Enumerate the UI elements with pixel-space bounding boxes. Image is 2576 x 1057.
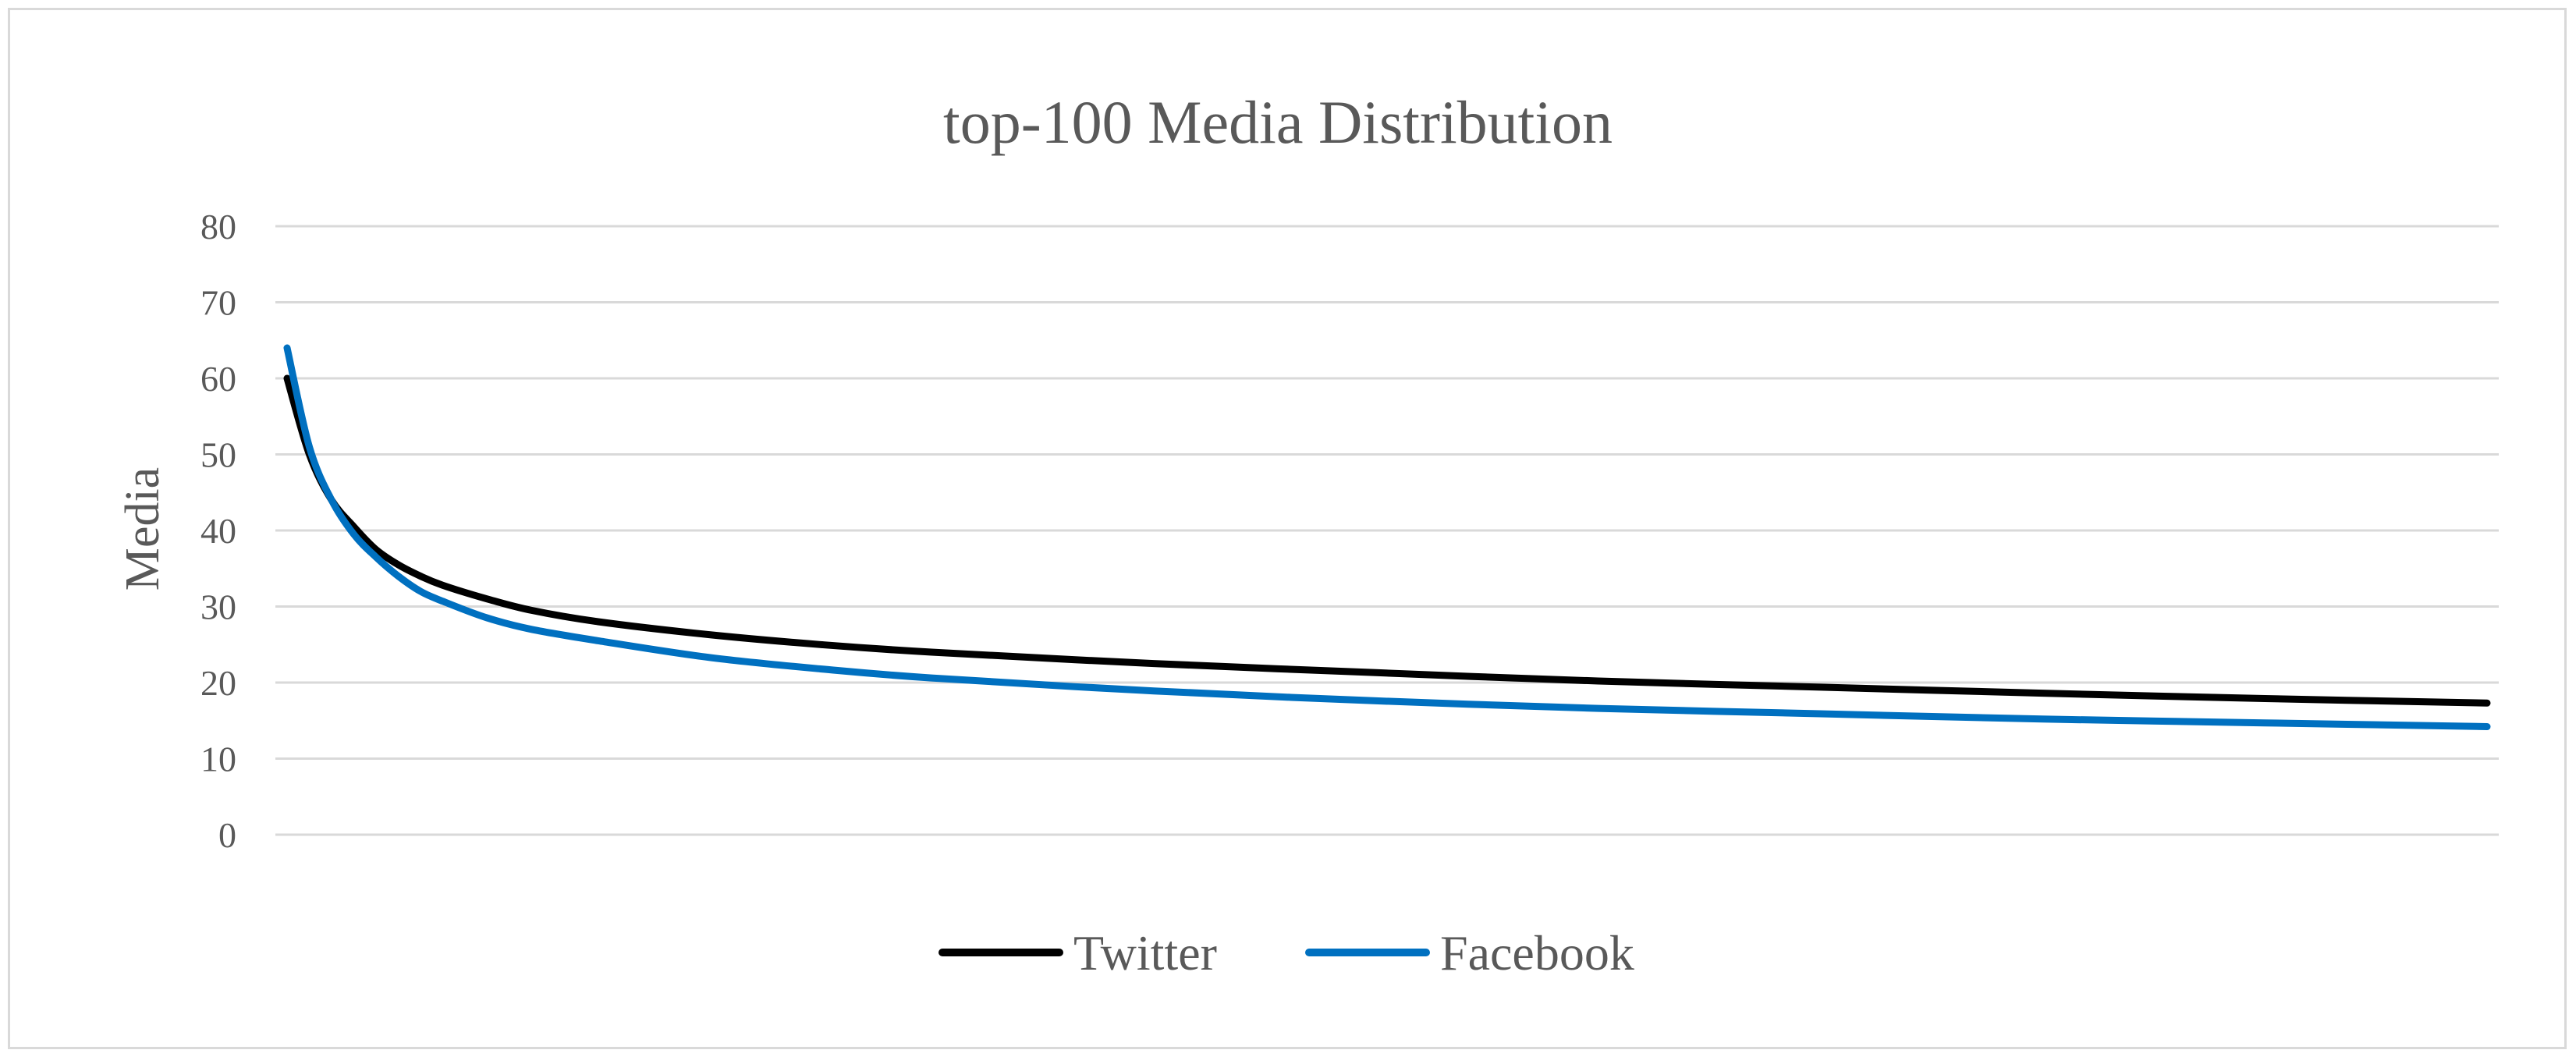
legend-label-twitter: Twitter xyxy=(1073,925,1217,981)
y-tick-label: 50 xyxy=(200,435,236,475)
y-axis-ticks: 0 10 20 30 40 50 60 70 80 xyxy=(200,207,236,855)
y-tick-label: 30 xyxy=(200,587,236,627)
y-tick-label: 0 xyxy=(218,815,236,855)
line-chart: top-100 Media Distribution 0 10 20 30 40 50 60… xyxy=(116,88,2499,981)
y-tick-label: 40 xyxy=(200,511,236,551)
y-tick-label: 60 xyxy=(200,359,236,399)
legend-label-facebook: Facebook xyxy=(1440,925,1634,981)
series-lines xyxy=(283,344,2491,730)
chart-title: top-100 Media Distribution xyxy=(943,88,1613,156)
y-axis-title: Media xyxy=(116,467,169,591)
legend: Twitter Facebook xyxy=(939,925,1634,981)
series-line-twitter xyxy=(283,374,2491,707)
y-tick-label: 70 xyxy=(200,283,236,323)
gridlines xyxy=(275,225,2499,836)
chart-frame: top-100 Media Distribution 0 10 20 30 40 50 60… xyxy=(8,8,2567,1049)
y-tick-label: 20 xyxy=(200,663,236,703)
y-tick-label: 10 xyxy=(200,740,236,779)
y-tick-label: 80 xyxy=(200,207,236,247)
series-line-facebook xyxy=(283,344,2491,730)
